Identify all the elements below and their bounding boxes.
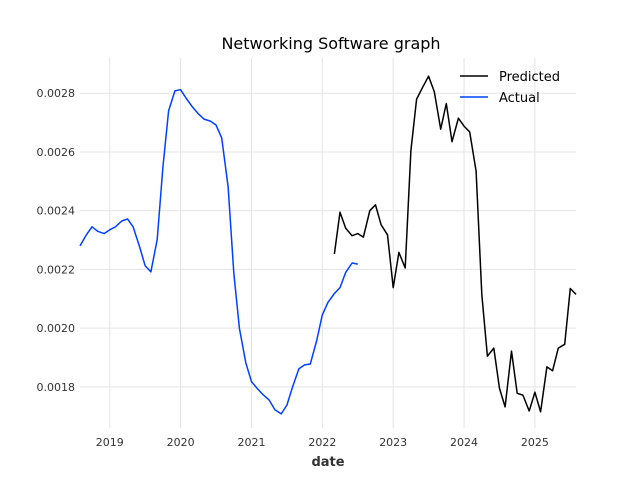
tick-labels: 2019 2020 2021 2022 2023 2024 2025 0.0018 0.0020… bbox=[37, 87, 549, 449]
series-line-actual bbox=[79, 88, 358, 415]
legend-label-predicted: Predicted bbox=[499, 70, 560, 85]
x-axis-label: date bbox=[311, 455, 344, 470]
legend-label-actual: Actual bbox=[499, 91, 540, 106]
x-tick-label: 2025 bbox=[521, 436, 549, 449]
x-tick-label: 2019 bbox=[96, 436, 124, 449]
y-tick-label: 0.0026 bbox=[37, 146, 76, 159]
series-lines bbox=[79, 75, 577, 415]
legend: Predicted Actual bbox=[460, 70, 560, 106]
x-tick-label: 2022 bbox=[308, 436, 336, 449]
y-tick-label: 0.0020 bbox=[37, 322, 76, 335]
y-tick-label: 0.0022 bbox=[37, 263, 76, 276]
grid bbox=[80, 58, 576, 428]
x-tick-label: 2020 bbox=[167, 436, 195, 449]
y-tick-label: 0.0028 bbox=[37, 87, 76, 100]
x-tick-label: 2021 bbox=[237, 436, 265, 449]
y-tick-label: 0.0018 bbox=[37, 381, 76, 394]
chart-title: Networking Software graph bbox=[221, 34, 440, 53]
x-tick-label: 2024 bbox=[450, 436, 478, 449]
x-tick-label: 2023 bbox=[379, 436, 407, 449]
y-tick-label: 0.0024 bbox=[37, 205, 76, 218]
series-line-predicted bbox=[333, 75, 577, 413]
